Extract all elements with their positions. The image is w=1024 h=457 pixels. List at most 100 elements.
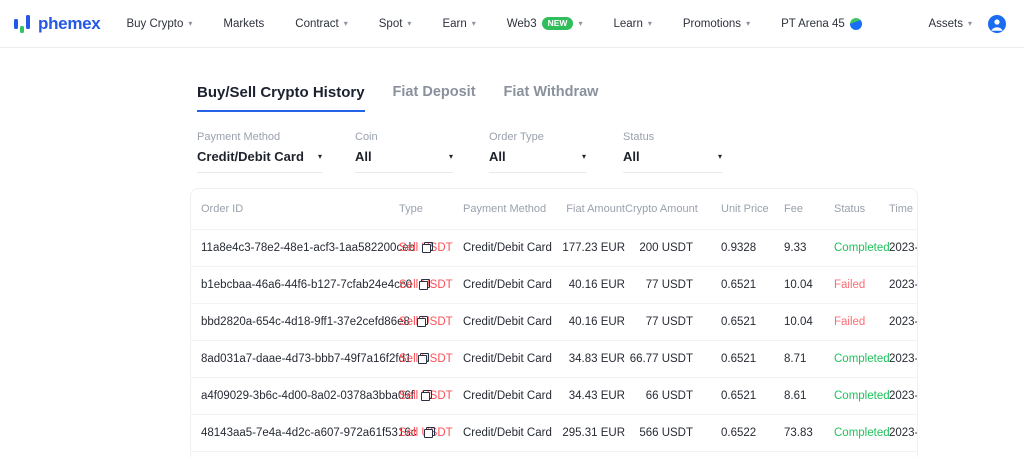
- crypto-amount-cell: 77 USDT: [625, 303, 693, 341]
- fee-cell: 7.29: [776, 451, 823, 457]
- order-id-text: 11a8e4c3-78e2-48e1-acf3-1aa582200ceb: [201, 241, 415, 254]
- chevron-down-icon: ▾: [967, 18, 972, 28]
- fiat-amount-cell: 29.14 EUR: [555, 451, 625, 457]
- nav-item-contract[interactable]: Contract ▾: [295, 18, 347, 30]
- copy-icon[interactable]: [422, 242, 433, 253]
- time-cell: 2023-05: [879, 266, 917, 304]
- filter-label: Payment Method: [197, 131, 281, 143]
- unit-price-cell: 0.652: [693, 451, 776, 457]
- filter-coin: Coin All ▾: [355, 131, 453, 173]
- fee-cell: 10.04: [776, 303, 823, 341]
- filter-select-coin[interactable]: All ▾: [355, 149, 453, 173]
- nav-item-label: Spot: [378, 17, 403, 30]
- nav-item-label: Learn: [613, 17, 643, 30]
- column-header-order-id: Order ID: [191, 189, 399, 230]
- nav-item-label: Markets: [223, 17, 265, 30]
- copy-icon[interactable]: [419, 279, 430, 290]
- chevron-down-icon: ▾: [647, 18, 652, 28]
- order-id-wrap: 11a8e4c3-78e2-48e1-acf3-1aa582200ceb: [201, 242, 433, 254]
- fiat-amount-cell: 40.16 EUR: [555, 266, 625, 304]
- payment-method-cell: Credit/Debit Card: [463, 340, 555, 378]
- crypto-amount-cell: 200 USDT: [625, 229, 693, 267]
- type-cell: Sell USDT: [399, 340, 463, 378]
- main-nav: Buy Crypto ▾ Markets Contract ▾ Spot ▾ Earn ▾ Web…: [126, 17, 862, 30]
- time-cell: 2023-05: [879, 340, 917, 378]
- crypto-amount-cell: 77 USDT: [625, 266, 693, 304]
- user-avatar-icon[interactable]: [988, 14, 1006, 33]
- phemex-logo[interactable]: phemex: [14, 13, 101, 34]
- table-row: 11a8e4c3-78e2-48e1-acf3-1aa582200ceb Sell…: [191, 229, 917, 267]
- filters-row: Payment Method Credit/Debit Card ▾ Coin All ▾…: [197, 131, 1024, 173]
- order-id-text: 48143aa5-7e4a-4d2c-a607-972a61f5316c: [201, 426, 417, 439]
- filter-select-payment-method[interactable]: Credit/Debit Card ▾: [197, 149, 322, 173]
- tab-buy-sell-crypto-history[interactable]: Buy/Sell Crypto History: [197, 84, 365, 112]
- payment-method-cell: Credit/Debit Card: [463, 414, 555, 452]
- order-id-cell: 8ad031a7-daae-4d73-bbb7-49f7a16f2fd1: [191, 340, 430, 378]
- filter-value: All: [355, 149, 372, 164]
- order-id-cell: 11a8e4c3-78e2-48e1-acf3-1aa582200ceb: [191, 229, 433, 267]
- order-id-wrap: a4f09029-3b6c-4d00-8a02-0378a3bba06f: [201, 390, 432, 402]
- nav-item-label: Assets: [928, 17, 963, 30]
- filter-label: Status: [623, 131, 655, 143]
- fiat-amount-cell: 34.83 EUR: [555, 340, 625, 378]
- time-cell: 2023-05: [879, 451, 917, 457]
- nav-item-markets[interactable]: Markets: [223, 18, 264, 30]
- fee-cell: 10.04: [776, 266, 823, 304]
- status-cell: Completed: [823, 229, 890, 267]
- type-cell: Sell USDT: [399, 451, 463, 457]
- column-header-status: Status: [823, 189, 879, 230]
- pt-arena-ball-icon: [849, 17, 862, 30]
- nav-item-promotions[interactable]: Promotions ▾: [683, 18, 750, 30]
- chevron-down-icon: ▾: [746, 18, 751, 28]
- filter-label: Coin: [355, 131, 378, 143]
- fee-cell: 8.71: [776, 340, 823, 378]
- fiat-amount-cell: 34.43 EUR: [555, 377, 625, 415]
- table-row: 8ad031a7-daae-4d73-bbb7-49f7a16f2fd1 Sell…: [191, 340, 917, 378]
- nav-item-spot[interactable]: Spot ▾: [379, 18, 412, 30]
- copy-icon[interactable]: [423, 427, 435, 438]
- status-cell: Completed: [823, 414, 890, 452]
- order-id-wrap: 48143aa5-7e4a-4d2c-a607-972a61f5316c: [201, 427, 435, 439]
- chevron-down-icon: ▾: [343, 18, 348, 28]
- status-cell: Completed: [823, 377, 890, 415]
- chevron-down-icon: ▾: [407, 18, 412, 28]
- payment-method-cell: Credit/Debit Card: [463, 451, 555, 457]
- order-id-wrap: 8ad031a7-daae-4d73-bbb7-49f7a16f2fd1: [201, 353, 430, 365]
- table-header-row: Order ID Type Payment Method Fiat Amount Cry…: [191, 189, 917, 230]
- filter-select-order-type[interactable]: All ▾: [489, 149, 586, 173]
- column-header-type: Type: [399, 189, 463, 230]
- nav-item-buy-crypto[interactable]: Buy Crypto ▾: [126, 18, 192, 30]
- column-header-fee: Fee: [776, 189, 823, 230]
- unit-price-cell: 0.6521: [693, 377, 776, 415]
- tab-fiat-deposit[interactable]: Fiat Deposit: [392, 84, 476, 100]
- fee-cell: 8.61: [776, 377, 823, 415]
- payment-method-cell: Credit/Debit Card: [463, 303, 555, 341]
- history-table-body: 11a8e4c3-78e2-48e1-acf3-1aa582200ceb Sell…: [191, 229, 917, 457]
- phemex-logo-text: phemex: [38, 13, 101, 33]
- tab-fiat-withdraw[interactable]: Fiat Withdraw: [503, 84, 599, 100]
- type-cell: Sell USDT: [399, 266, 463, 304]
- nav-item-assets[interactable]: Assets ▾: [928, 18, 972, 30]
- phemex-logo-icon: [14, 14, 32, 33]
- chevron-down-icon: ▾: [717, 151, 722, 161]
- unit-price-cell: 0.6522: [693, 414, 776, 452]
- nav-item-web3[interactable]: Web3 NEW ▾: [507, 17, 582, 30]
- unit-price-cell: 0.6521: [693, 340, 776, 378]
- copy-icon[interactable]: [416, 316, 428, 327]
- fiat-amount-cell: 40.16 EUR: [555, 303, 625, 341]
- nav-item-earn[interactable]: Earn ▾: [442, 18, 475, 30]
- nav-item-pt-arena-45[interactable]: PT Arena 45: [781, 17, 862, 30]
- filter-label: Order Type: [489, 131, 544, 143]
- copy-icon[interactable]: [420, 390, 432, 401]
- filter-value: All: [489, 149, 506, 164]
- filter-select-status[interactable]: All ▾: [623, 149, 722, 173]
- payment-method-cell: Credit/Debit Card: [463, 377, 555, 415]
- chevron-down-icon: ▾: [471, 18, 476, 28]
- crypto-amount-cell: 66 USDT: [625, 377, 693, 415]
- nav-item-label: Earn: [442, 17, 467, 30]
- unit-price-cell: 0.6521: [693, 266, 776, 304]
- nav-item-learn[interactable]: Learn ▾: [613, 18, 651, 30]
- order-id-cell: f9cc991a-70ec-46fe-8c12-a6566df830ae: [191, 451, 399, 457]
- nav-item-label: Promotions: [682, 17, 742, 30]
- copy-icon[interactable]: [418, 353, 430, 364]
